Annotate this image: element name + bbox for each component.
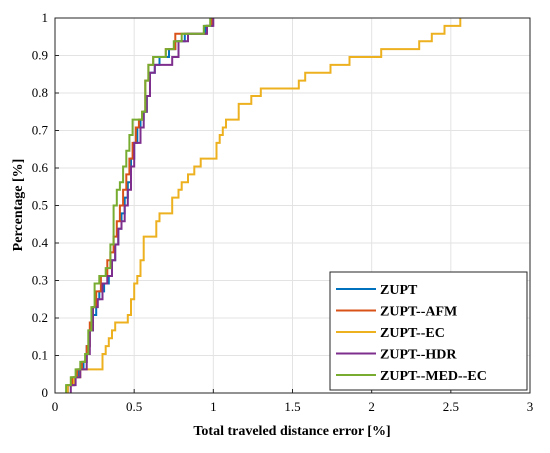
y-axis: 0 0.1 0.2 0.3 0.4 0.5 0.6 0.7 0.8 0.9 1 xyxy=(32,10,59,400)
x-tick-label: 1 xyxy=(210,399,217,414)
y-tick-label: 0.9 xyxy=(32,48,48,63)
y-axis-label: Percentage [%] xyxy=(11,159,26,252)
y-tick-label: 0.1 xyxy=(32,348,48,363)
x-axis-label: Total traveled distance error [%] xyxy=(193,424,390,439)
y-tick-label: 0.4 xyxy=(32,235,49,250)
series-layer xyxy=(65,18,462,393)
y-tick-label: 0.7 xyxy=(32,123,49,138)
y-tick-label: 0.5 xyxy=(32,198,48,213)
y-tick-label: 0.3 xyxy=(32,273,48,288)
legend-label: ZUPT--AFM xyxy=(380,305,457,320)
y-tick-label: 0 xyxy=(42,385,49,400)
x-tick-label: 0 xyxy=(52,399,59,414)
x-tick-label: 2 xyxy=(368,399,375,414)
legend-label: ZUPT--EC xyxy=(380,326,445,341)
series-line-zupt-med-ec xyxy=(65,18,212,393)
legend-label: ZUPT--HDR xyxy=(380,348,457,363)
x-tick-label: 0.5 xyxy=(126,399,142,414)
x-tick-label: 3 xyxy=(527,399,534,414)
x-axis: 0 0.5 1 1.5 2 2.5 3 xyxy=(52,389,534,414)
series-line-zupt-ec xyxy=(66,18,462,393)
y-tick-label: 0.6 xyxy=(32,160,49,175)
y-tick-label: 0.2 xyxy=(32,310,48,325)
y-tick-label: 0.8 xyxy=(32,85,48,100)
legend-label: ZUPT--MED--EC xyxy=(380,369,487,384)
y-tick-label: 1 xyxy=(42,10,49,25)
legend-label: ZUPT xyxy=(380,283,418,298)
x-tick-label: 1.5 xyxy=(284,399,300,414)
x-tick-label: 2.5 xyxy=(443,399,459,414)
legend: ZUPT ZUPT--AFM ZUPT--EC ZUPT--HDR ZUPT--MED-… xyxy=(329,271,528,391)
